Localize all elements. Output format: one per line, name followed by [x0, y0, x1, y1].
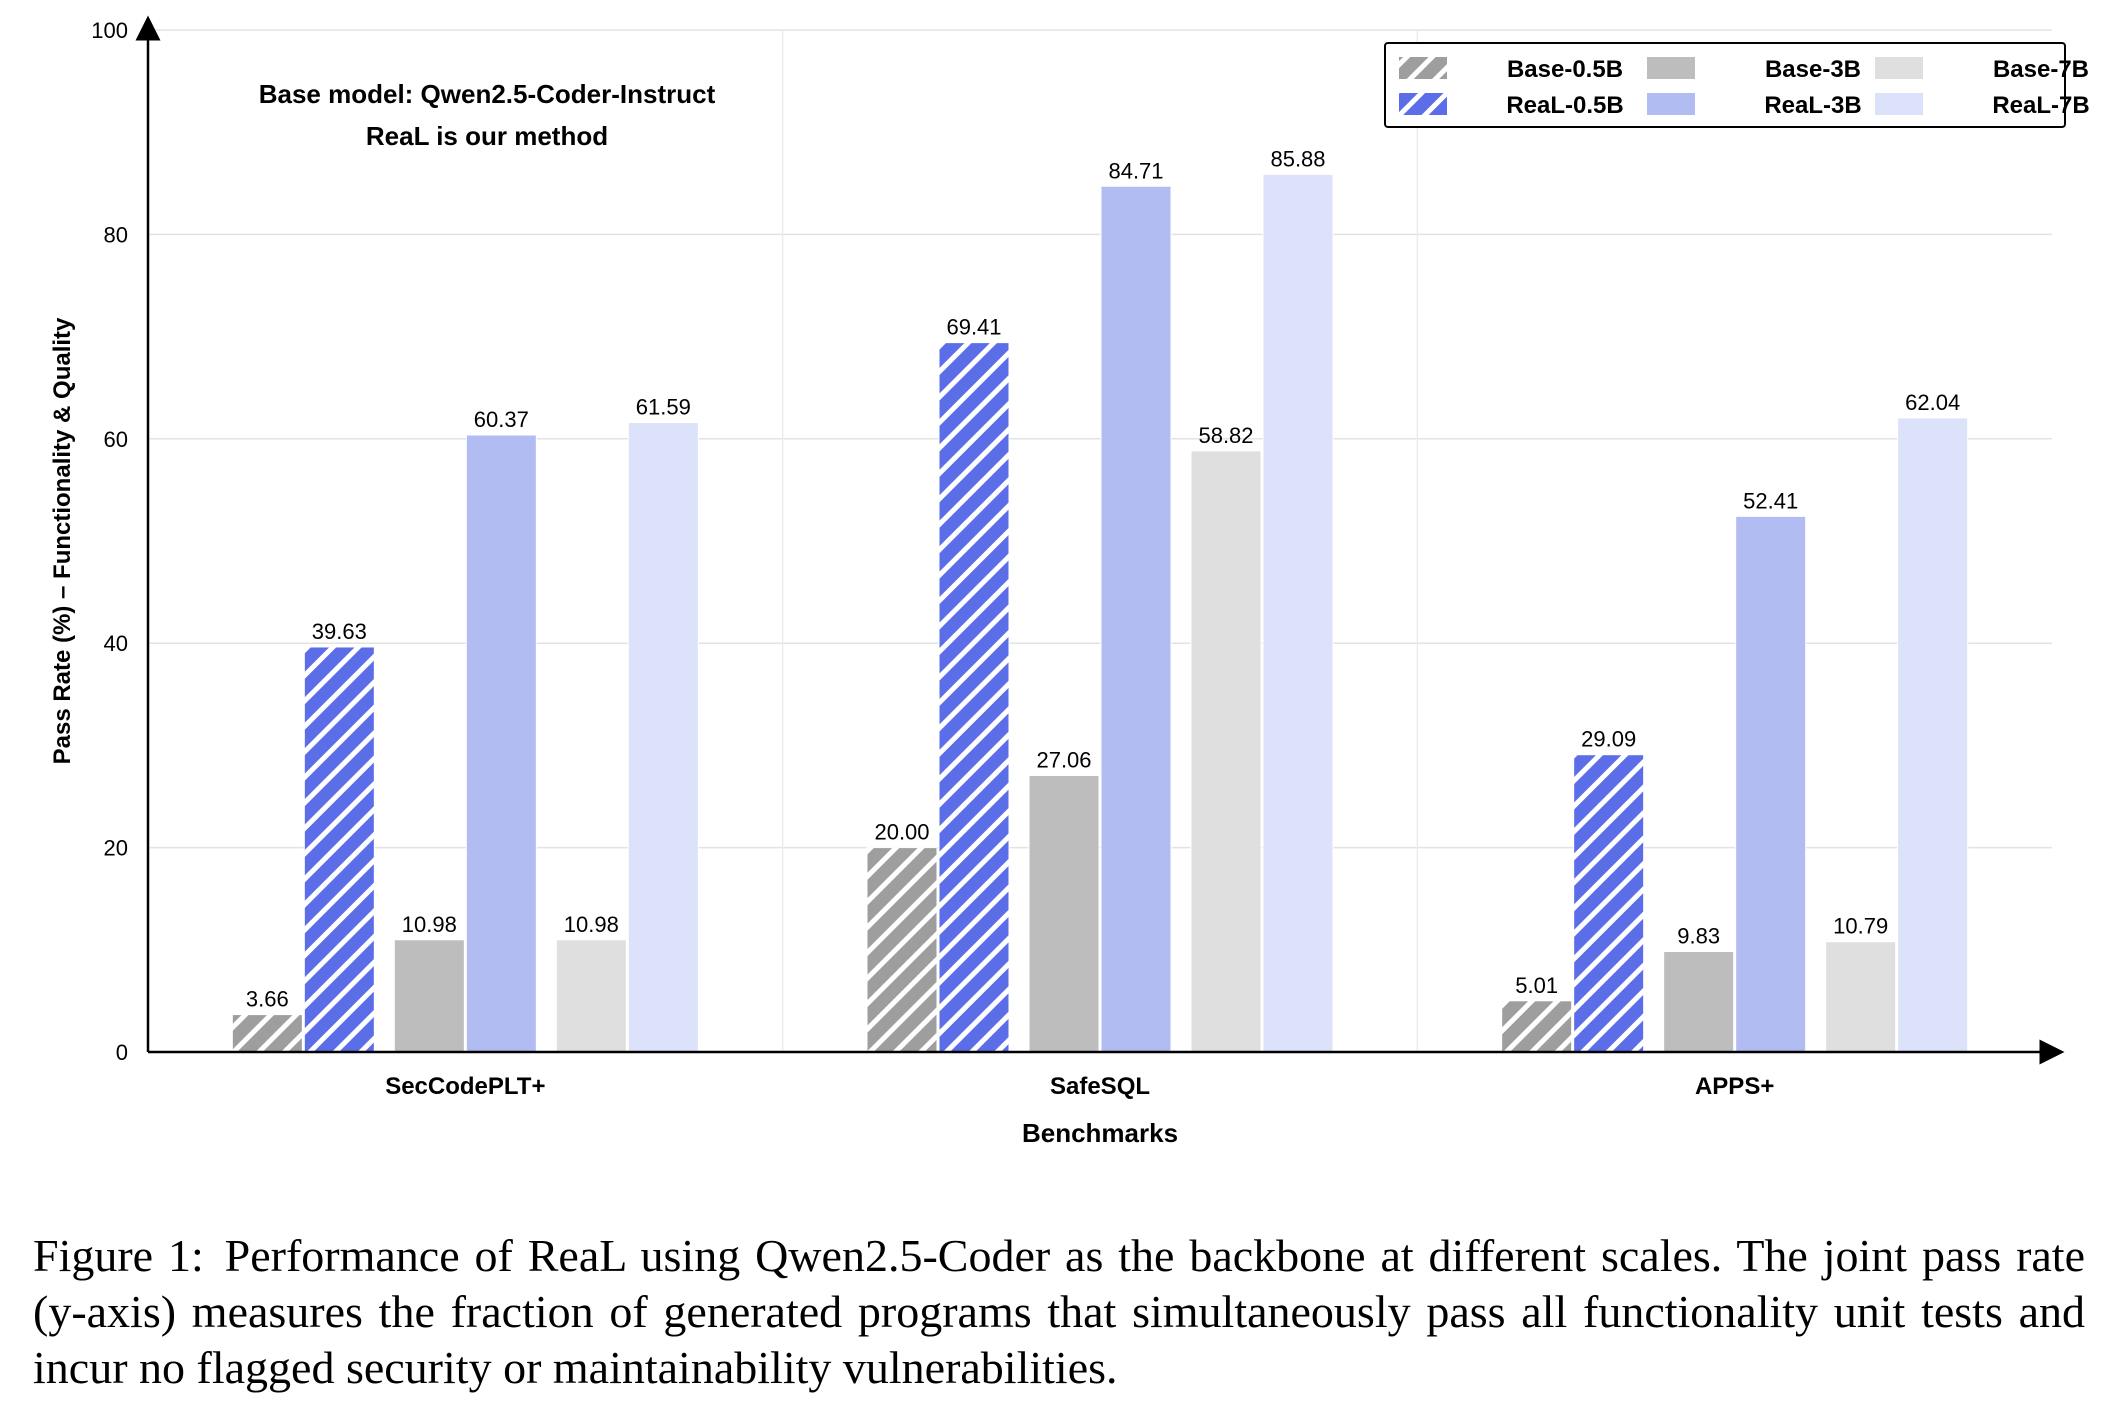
bar-value-label: 20.00 — [874, 820, 929, 845]
grid-lines — [148, 29, 2052, 1052]
bar — [1501, 1000, 1573, 1053]
bar — [393, 939, 465, 1053]
legend-swatch — [1647, 57, 1695, 79]
bar-value-label: 60.37 — [474, 407, 529, 432]
x-axis-label: Benchmarks — [1022, 1118, 1178, 1148]
bars — [231, 173, 1969, 1053]
y-tick-label: 100 — [91, 18, 128, 43]
caption-text: Performance of ReaL using Qwen2.5-Coder … — [33, 1230, 2085, 1393]
bar — [231, 1014, 303, 1053]
x-tick-label: SecCodePLT+ — [385, 1073, 545, 1100]
legend-swatch — [1647, 93, 1695, 115]
labels: 0 20 40 60 80 100 3.66 39.63 10.98 60.37 10.98 61.5… — [49, 18, 1960, 1148]
bar-value-label: 58.82 — [1198, 423, 1253, 448]
bar — [1262, 173, 1334, 1053]
bar-value-label: 10.98 — [402, 912, 457, 937]
legend-swatch — [1875, 57, 1923, 79]
y-tick-label: 40 — [104, 631, 128, 656]
legend-label: Base-7B — [1993, 56, 2089, 83]
bar — [303, 646, 375, 1053]
bar — [555, 939, 627, 1053]
bar-value-label: 9.83 — [1677, 924, 1720, 949]
y-axis-label: Pass Rate (%) – Functionality & Quality — [49, 317, 76, 764]
bar — [627, 422, 699, 1053]
legend-swatch — [1399, 57, 1447, 79]
caption-label: Figure 1: — [33, 1230, 204, 1281]
y-tick-label: 80 — [104, 222, 128, 247]
chart-svg: 0 20 40 60 80 100 3.66 39.63 10.98 60.37 10.98 61.5… — [49, 15, 2090, 1148]
x-tick-label: SafeSQL — [1050, 1073, 1150, 1100]
bar-value-label: 10.98 — [564, 912, 619, 937]
legend-swatch — [1399, 93, 1447, 115]
legend-label: Base-3B — [1765, 56, 1861, 83]
bar — [938, 342, 1010, 1053]
x-tick-label: APPS+ — [1695, 1073, 1774, 1100]
annotation-text: Base model: Qwen2.5-Coder-Instruct — [259, 79, 716, 109]
bar — [1663, 951, 1735, 1053]
bar-value-label: 69.41 — [946, 315, 1001, 340]
annotation-text: ReaL is our method — [366, 121, 608, 151]
bar — [1573, 754, 1645, 1053]
legend-label: ReaL-7B — [1992, 92, 2089, 119]
y-tick-label: 0 — [116, 1040, 128, 1065]
bar — [1100, 185, 1172, 1053]
bar — [866, 847, 938, 1053]
y-tick-label: 20 — [104, 836, 128, 861]
bar — [1028, 774, 1100, 1053]
figure-caption: Figure 1: Performance of ReaL using Qwen… — [33, 1228, 2085, 1396]
bar-value-label: 39.63 — [312, 619, 367, 644]
bar-chart-figure: 0 20 40 60 80 100 3.66 39.63 10.98 60.37 10.98 61.5… — [49, 15, 2090, 1148]
bar-value-label: 61.59 — [636, 395, 691, 420]
bar-value-label: 85.88 — [1270, 146, 1325, 171]
y-tick-label: 60 — [104, 427, 128, 452]
legend-label: ReaL-0.5B — [1506, 92, 1623, 119]
bar-value-label: 52.41 — [1743, 488, 1798, 513]
bar-value-label: 84.71 — [1108, 158, 1163, 183]
legend-label: Base-0.5B — [1507, 56, 1623, 83]
legend-box — [1384, 42, 2066, 128]
bar-value-label: 3.66 — [246, 987, 289, 1012]
bar-value-label: 29.09 — [1581, 727, 1636, 752]
legend: Base-0.5B Base-3B Base-7B ReaL-0.5B ReaL-3B R… — [1384, 42, 2090, 128]
bar-value-label: 10.79 — [1833, 914, 1888, 939]
legend-label: ReaL-3B — [1764, 92, 1861, 119]
bar — [465, 434, 537, 1053]
bar-value-label: 62.04 — [1905, 390, 1960, 415]
bar — [1825, 941, 1897, 1053]
bar — [1897, 417, 1969, 1053]
bar — [1190, 450, 1262, 1053]
bar-value-label: 5.01 — [1515, 973, 1558, 998]
legend-swatch — [1875, 93, 1923, 115]
bar-value-label: 27.06 — [1036, 747, 1091, 772]
axes — [135, 15, 2065, 1065]
bar — [1735, 515, 1807, 1053]
